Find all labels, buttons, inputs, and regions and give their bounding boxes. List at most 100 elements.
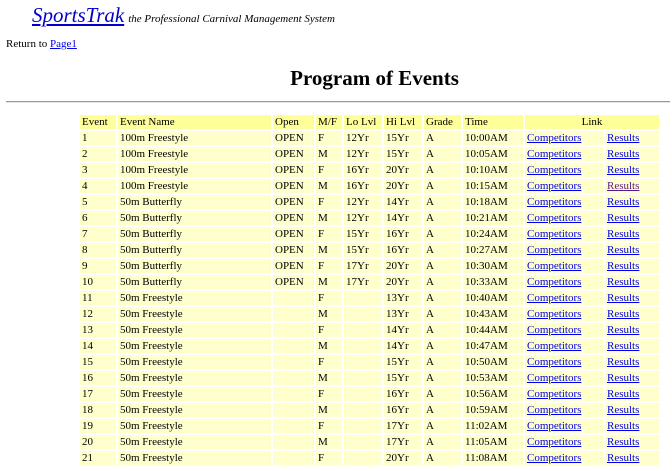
results-link[interactable]: Results xyxy=(607,276,640,288)
results-link[interactable]: Results xyxy=(607,212,640,224)
cell-grade: A xyxy=(424,307,461,321)
results-link[interactable]: Results xyxy=(607,452,640,464)
cell-event-name: 50m Freestyle xyxy=(118,291,271,305)
cell-results: Results xyxy=(605,243,659,257)
cell-event-number: 19 xyxy=(80,419,116,433)
competitors-link[interactable]: Competitors xyxy=(527,276,582,288)
cell-grade: A xyxy=(424,243,461,257)
cell-time: 10:24AM xyxy=(463,227,523,241)
cell-grade: A xyxy=(424,195,461,209)
cell-time: 10:43AM xyxy=(463,307,523,321)
cell-competitors: Competitors xyxy=(525,163,603,177)
cell-gender: F xyxy=(316,419,342,433)
cell-time: 10:00AM xyxy=(463,131,523,145)
competitors-link[interactable]: Competitors xyxy=(527,308,582,320)
results-link[interactable]: Results xyxy=(607,196,640,208)
competitors-link[interactable]: Competitors xyxy=(527,164,582,176)
cell-event-name: 50m Butterfly xyxy=(118,259,271,273)
cell-results: Results xyxy=(605,195,659,209)
cell-event-name: 50m Freestyle xyxy=(118,387,271,401)
cell-lo-level: 17Yr xyxy=(344,259,382,273)
cell-open-flag: OPEN xyxy=(273,227,314,241)
competitors-link[interactable]: Competitors xyxy=(527,212,582,224)
cell-grade: A xyxy=(424,451,461,465)
cell-gender: F xyxy=(316,451,342,465)
cell-results: Results xyxy=(605,451,659,465)
results-link[interactable]: Results xyxy=(607,164,640,176)
cell-lo-level: 12Yr xyxy=(344,211,382,225)
competitors-link[interactable]: Competitors xyxy=(527,196,582,208)
results-link[interactable]: Results xyxy=(607,180,640,192)
cell-gender: F xyxy=(316,227,342,241)
competitors-link[interactable]: Competitors xyxy=(527,180,582,192)
cell-gender: M xyxy=(316,275,342,289)
competitors-link[interactable]: Competitors xyxy=(527,132,582,144)
cell-event-name: 50m Freestyle xyxy=(118,419,271,433)
competitors-link[interactable]: Competitors xyxy=(527,324,582,336)
cell-time: 10:30AM xyxy=(463,259,523,273)
cell-results: Results xyxy=(605,371,659,385)
cell-gender: F xyxy=(316,195,342,209)
cell-lo-level xyxy=(344,451,382,465)
results-link[interactable]: Results xyxy=(607,228,640,240)
cell-lo-level xyxy=(344,387,382,401)
cell-results: Results xyxy=(605,275,659,289)
return-page1-link[interactable]: Page1 xyxy=(50,38,77,50)
competitors-link[interactable]: Competitors xyxy=(527,356,582,368)
results-link[interactable]: Results xyxy=(607,260,640,272)
results-link[interactable]: Results xyxy=(607,324,640,336)
cell-open-flag xyxy=(273,419,314,433)
competitors-link[interactable]: Competitors xyxy=(527,436,582,448)
competitors-link[interactable]: Competitors xyxy=(527,388,582,400)
competitors-link[interactable]: Competitors xyxy=(527,148,582,160)
results-link[interactable]: Results xyxy=(607,292,640,304)
table-row: 3 100m Freestyle OPEN F 16Yr 20Yr A 10:10AM Comp… xyxy=(80,163,659,177)
results-link[interactable]: Results xyxy=(607,420,640,432)
cell-results: Results xyxy=(605,227,659,241)
col-header-event-name: Event Name xyxy=(118,115,271,129)
cell-open-flag: OPEN xyxy=(273,163,314,177)
cell-grade: A xyxy=(424,355,461,369)
results-link[interactable]: Results xyxy=(607,340,640,352)
return-nav: Return to Page1 xyxy=(6,38,77,50)
cell-grade: A xyxy=(424,131,461,145)
cell-event-number: 10 xyxy=(80,275,116,289)
results-link[interactable]: Results xyxy=(607,436,640,448)
cell-event-number: 11 xyxy=(80,291,116,305)
cell-results: Results xyxy=(605,211,659,225)
brand-logo-link[interactable]: SportsTrak xyxy=(32,3,125,27)
results-link[interactable]: Results xyxy=(607,388,640,400)
cell-hi-level: 13Yr xyxy=(384,307,422,321)
cell-time: 10:56AM xyxy=(463,387,523,401)
cell-competitors: Competitors xyxy=(525,323,603,337)
competitors-link[interactable]: Competitors xyxy=(527,404,582,416)
competitors-link[interactable]: Competitors xyxy=(527,244,582,256)
competitors-link[interactable]: Competitors xyxy=(527,340,582,352)
results-link[interactable]: Results xyxy=(607,356,640,368)
cell-competitors: Competitors xyxy=(525,147,603,161)
cell-hi-level: 20Yr xyxy=(384,451,422,465)
cell-grade: A xyxy=(424,291,461,305)
cell-lo-level xyxy=(344,307,382,321)
table-row: 6 50m Butterfly OPEN M 12Yr 14Yr A 10:21AM Compe… xyxy=(80,211,659,225)
competitors-link[interactable]: Competitors xyxy=(527,260,582,272)
table-row: 15 50m Freestyle F 15Yr A 10:50AM Competitors R… xyxy=(80,355,659,369)
col-header-lo-lvl: Lo Lvl xyxy=(344,115,382,129)
cell-lo-level xyxy=(344,371,382,385)
competitors-link[interactable]: Competitors xyxy=(527,420,582,432)
results-link[interactable]: Results xyxy=(607,148,640,160)
results-link[interactable]: Results xyxy=(607,132,640,144)
cell-lo-level: 16Yr xyxy=(344,179,382,193)
table-row: 18 50m Freestyle M 16Yr A 10:59AM Competitors R… xyxy=(80,403,659,417)
results-link[interactable]: Results xyxy=(607,372,640,384)
results-link[interactable]: Results xyxy=(607,244,640,256)
competitors-link[interactable]: Competitors xyxy=(527,228,582,240)
competitors-link[interactable]: Competitors xyxy=(527,372,582,384)
results-link[interactable]: Results xyxy=(607,308,640,320)
competitors-link[interactable]: Competitors xyxy=(527,452,582,464)
cell-event-name: 50m Freestyle xyxy=(118,339,271,353)
competitors-link[interactable]: Competitors xyxy=(527,292,582,304)
results-link[interactable]: Results xyxy=(607,404,640,416)
cell-competitors: Competitors xyxy=(525,259,603,273)
cell-competitors: Competitors xyxy=(525,179,603,193)
